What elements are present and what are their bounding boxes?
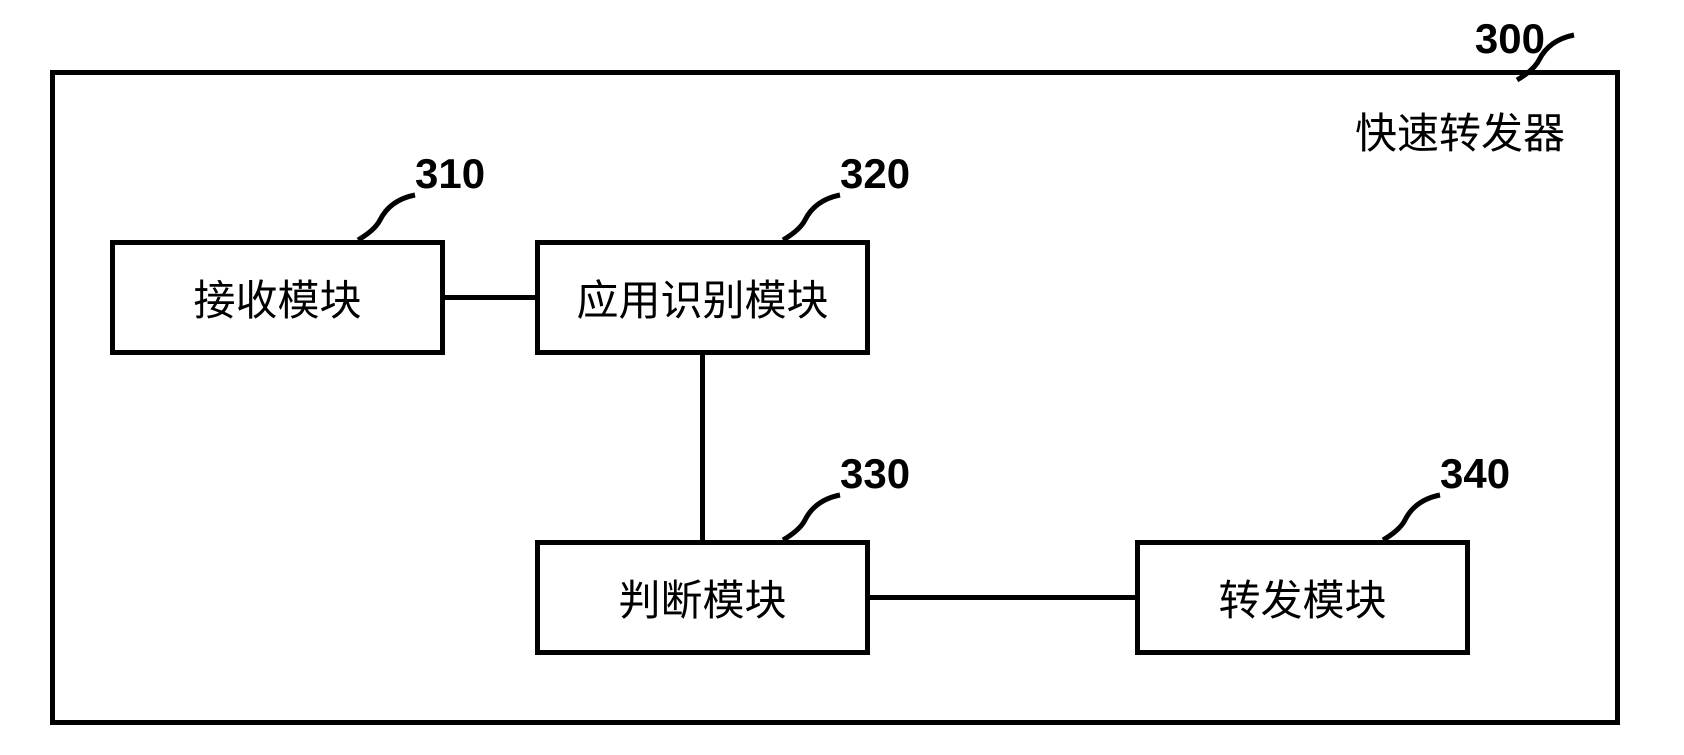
connector-recognition-judgment [700, 355, 705, 540]
box-forward-label: 转发模块 [1218, 567, 1386, 628]
box-receive-ref: 310 [415, 150, 485, 198]
connector-judgment-forward [870, 595, 1135, 600]
box-recognition: 应用识别模块 [535, 240, 870, 355]
container-leader-curve [1509, 30, 1579, 85]
box-recognition-leader [775, 190, 845, 245]
box-receive: 接收模块 [110, 240, 445, 355]
box-receive-label: 接收模块 [193, 267, 361, 328]
box-recognition-label: 应用识别模块 [576, 267, 828, 328]
box-forward: 转发模块 [1135, 540, 1470, 655]
box-judgment: 判断模块 [535, 540, 870, 655]
box-recognition-ref: 320 [840, 150, 910, 198]
box-forward-ref: 340 [1440, 450, 1510, 498]
box-judgment-label: 判断模块 [618, 567, 786, 628]
box-judgment-ref: 330 [840, 450, 910, 498]
container-box: 300 快速转发器 接收模块 310 应用识别模块 320 判断模块 330 转… [50, 70, 1620, 725]
box-judgment-leader [775, 490, 845, 545]
container-title: 快速转发器 [1355, 100, 1565, 161]
box-receive-leader [350, 190, 420, 245]
box-forward-leader [1375, 490, 1445, 545]
connector-receive-recognition [445, 295, 535, 300]
